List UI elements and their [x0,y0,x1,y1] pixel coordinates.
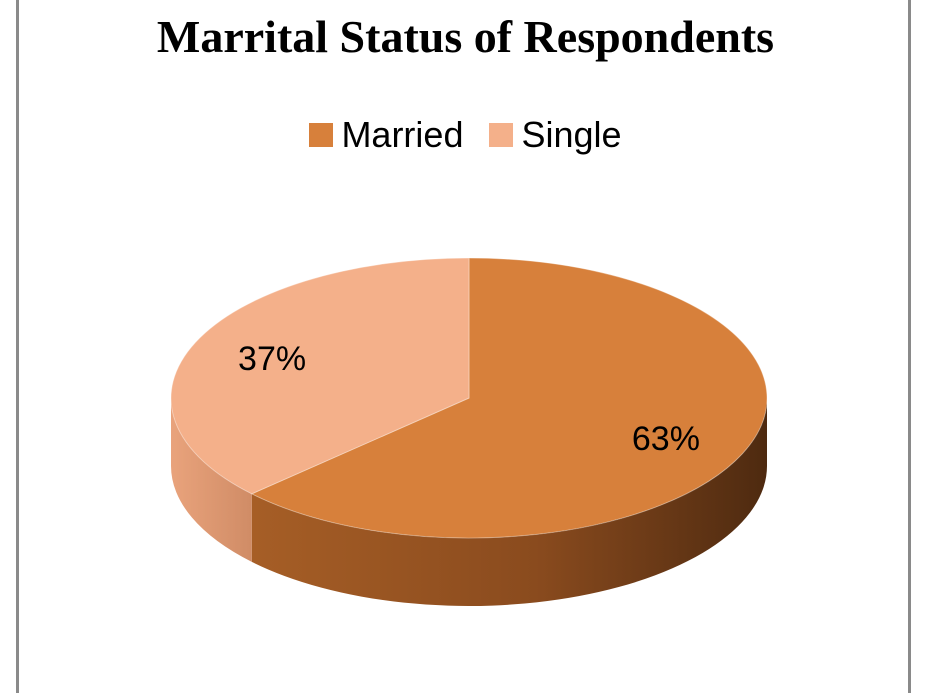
chart-title: Marrital Status of Respondents [156,11,775,62]
legend-swatch-married [309,123,334,147]
pie-slice-single [170,257,470,495]
legend-label-married: Married [341,114,464,155]
pie-side-single [171,398,252,562]
pie-side-married [251,398,768,607]
legend-swatch-single [489,123,514,147]
data-label-married: 63% [632,420,700,458]
legend: Married Single [0,114,931,156]
legend-label-single: Single [521,114,622,155]
chart-frame [16,0,911,693]
data-label-single: 37% [238,340,306,378]
legend-item-single: Single [489,114,622,156]
pie-slice-married [250,257,768,539]
legend-item-married: Married [309,114,463,156]
